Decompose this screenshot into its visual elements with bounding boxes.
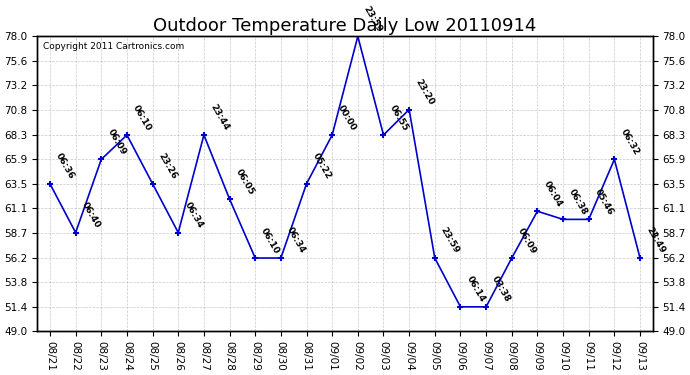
Text: 06:04: 06:04 — [542, 179, 564, 209]
Text: 06:55: 06:55 — [388, 103, 410, 132]
Text: 06:34: 06:34 — [182, 201, 204, 230]
Text: 06:09: 06:09 — [516, 226, 538, 255]
Text: 23:49: 23:49 — [644, 226, 667, 255]
Text: 23:59: 23:59 — [439, 226, 461, 255]
Text: 23:26: 23:26 — [157, 152, 179, 181]
Text: 06:38: 06:38 — [567, 188, 589, 217]
Text: 23:20: 23:20 — [413, 78, 435, 107]
Text: 03:38: 03:38 — [491, 275, 512, 304]
Text: 06:32: 06:32 — [618, 128, 640, 157]
Text: 00:00: 00:00 — [336, 104, 358, 132]
Text: 06:10: 06:10 — [131, 103, 153, 132]
Text: 06:34: 06:34 — [285, 226, 307, 255]
Text: Copyright 2011 Cartronics.com: Copyright 2011 Cartronics.com — [43, 42, 184, 51]
Text: 06:10: 06:10 — [259, 226, 282, 255]
Text: 23:59: 23:59 — [362, 4, 384, 34]
Text: 05:22: 05:22 — [310, 152, 333, 181]
Text: 06:40: 06:40 — [80, 201, 102, 230]
Text: 05:46: 05:46 — [593, 187, 615, 217]
Text: 06:14: 06:14 — [464, 275, 486, 304]
Text: 06:05: 06:05 — [234, 167, 256, 196]
Text: 06:36: 06:36 — [54, 152, 76, 181]
Text: 06:09: 06:09 — [106, 128, 128, 157]
Text: 23:44: 23:44 — [208, 103, 230, 132]
Title: Outdoor Temperature Daily Low 20110914: Outdoor Temperature Daily Low 20110914 — [153, 17, 537, 35]
